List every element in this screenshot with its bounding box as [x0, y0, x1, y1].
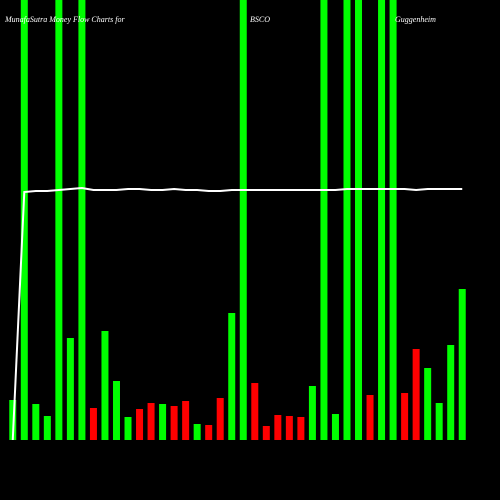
bar [435, 403, 443, 440]
bar [193, 424, 201, 440]
bar [331, 414, 339, 440]
bar [308, 386, 316, 440]
bar [216, 398, 224, 440]
bar [205, 425, 213, 440]
bar [401, 393, 409, 440]
bar [447, 345, 455, 440]
bar [78, 0, 86, 440]
bar [297, 417, 305, 440]
bar [170, 406, 178, 440]
bar [112, 381, 120, 440]
bar [228, 313, 236, 440]
bar [343, 0, 351, 440]
bar [20, 0, 28, 440]
chart-title: MunafaSutra Money Flow Charts for [4, 15, 125, 24]
bar [424, 368, 432, 440]
bar [43, 416, 51, 440]
bar [355, 0, 363, 440]
bar [89, 408, 97, 440]
bar [182, 401, 190, 440]
bar [412, 349, 420, 440]
bar [147, 403, 155, 440]
bar [262, 426, 270, 440]
bar [101, 331, 109, 440]
bar [366, 395, 374, 440]
bar [159, 404, 167, 440]
bar [239, 0, 247, 440]
bar [389, 0, 397, 440]
bar [285, 416, 293, 440]
bar [55, 0, 63, 440]
chart-title: Guggenheim [395, 15, 436, 24]
money-flow-line [11, 186, 463, 441]
bar [66, 338, 74, 440]
bar [320, 0, 328, 440]
bar [124, 417, 132, 440]
chart-title: BSCO [250, 15, 270, 24]
bar [458, 289, 466, 440]
bar [378, 0, 386, 440]
bar [274, 415, 282, 440]
bar [32, 404, 40, 440]
bar [136, 409, 144, 440]
bar [251, 383, 259, 440]
